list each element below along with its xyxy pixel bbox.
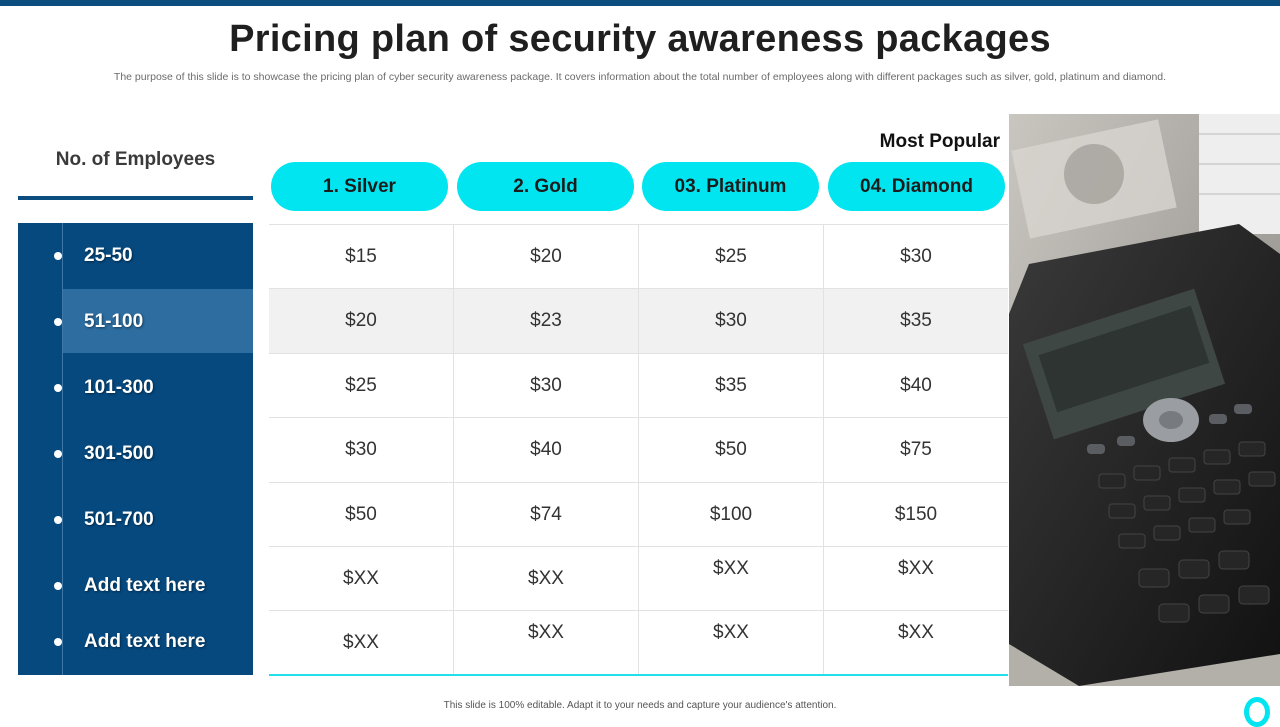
column-divider: [638, 224, 639, 675]
price-cell: $74: [530, 504, 562, 525]
employee-range-item: Add text here: [18, 622, 253, 662]
price-cell: $23: [530, 310, 562, 331]
bullet-icon: [54, 516, 62, 524]
price-cell: $40: [530, 439, 562, 460]
employee-range-item: 501-700: [18, 500, 253, 540]
bullet-icon: [54, 582, 62, 590]
price-cell: $20: [530, 246, 562, 267]
price-cell: $100: [709, 504, 753, 525]
footer-note: This slide is 100% editable. Adapt it to…: [443, 700, 837, 711]
employee-range-item: Add text here: [18, 566, 253, 606]
price-cell: $XX: [898, 622, 934, 643]
price-cell: $30: [900, 246, 932, 267]
package-platinum-pill: 03. Platinum: [642, 162, 819, 211]
price-cell: $30: [345, 439, 377, 460]
employee-range-label: 101-300: [84, 377, 154, 398]
price-cell: $XX: [343, 568, 379, 589]
employee-range-item: 25-50: [18, 236, 253, 276]
package-silver-pill: 1. Silver: [271, 162, 448, 211]
price-cell: $15: [345, 246, 377, 267]
price-cell: $50: [345, 504, 377, 525]
employees-timeline-rail: [62, 223, 63, 675]
page-subtitle: The purpose of this slide is to showcase…: [113, 71, 1167, 83]
grid-bottom-accent: [269, 674, 1008, 676]
employee-range-label: 51-100: [84, 311, 144, 332]
price-cell: $35: [900, 310, 932, 331]
calculator-and-money-illustration: [1009, 114, 1280, 686]
bullet-icon: [54, 638, 62, 646]
employee-range-label: Add text here: [84, 631, 206, 652]
calculator-photo: [1009, 114, 1280, 686]
price-cell: $30: [715, 310, 747, 331]
price-cell: $40: [900, 375, 932, 396]
bullet-icon: [54, 252, 62, 260]
price-cell: $25: [715, 246, 747, 267]
corner-decoration: [1244, 697, 1270, 727]
price-cell: $75: [900, 439, 932, 460]
price-cell: $XX: [528, 622, 564, 643]
most-popular-label: Most Popular: [879, 131, 1000, 152]
price-cell: $25: [345, 375, 377, 396]
package-gold-pill: 2. Gold: [457, 162, 634, 211]
employees-header: No. of Employees: [55, 149, 216, 170]
employee-range-label: 501-700: [84, 509, 154, 530]
price-cell: $XX: [898, 558, 934, 579]
price-cell: $35: [715, 375, 747, 396]
price-cell: $150: [894, 504, 938, 525]
employees-row-highlight: [63, 289, 253, 353]
price-cell: $30: [530, 375, 562, 396]
page-title: Pricing plan of security awareness packa…: [229, 18, 1051, 60]
column-divider: [823, 224, 824, 675]
employee-range-label: Add text here: [84, 575, 206, 596]
employee-range-item: 51-100: [18, 302, 253, 342]
price-cell: $XX: [713, 558, 749, 579]
price-cell: $XX: [528, 568, 564, 589]
top-accent-bar: [0, 0, 1280, 6]
price-cell: $50: [715, 439, 747, 460]
employee-range-label: 25-50: [84, 245, 133, 266]
bullet-icon: [54, 384, 62, 392]
column-divider: [453, 224, 454, 675]
price-cell: $XX: [713, 622, 749, 643]
price-cell: $20: [345, 310, 377, 331]
employees-header-underline: [18, 196, 253, 200]
employee-range-item: 301-500: [18, 434, 253, 474]
bullet-icon: [54, 450, 62, 458]
bullet-icon: [54, 318, 62, 326]
price-grid: $15 $20 $25 $30 $20 $23 $30 $35 $25 $30 …: [269, 224, 1008, 675]
employee-range-label: 301-500: [84, 443, 154, 464]
employee-range-item: 101-300: [18, 368, 253, 408]
package-diamond-pill: 04. Diamond: [828, 162, 1005, 211]
price-cell: $XX: [343, 632, 379, 653]
